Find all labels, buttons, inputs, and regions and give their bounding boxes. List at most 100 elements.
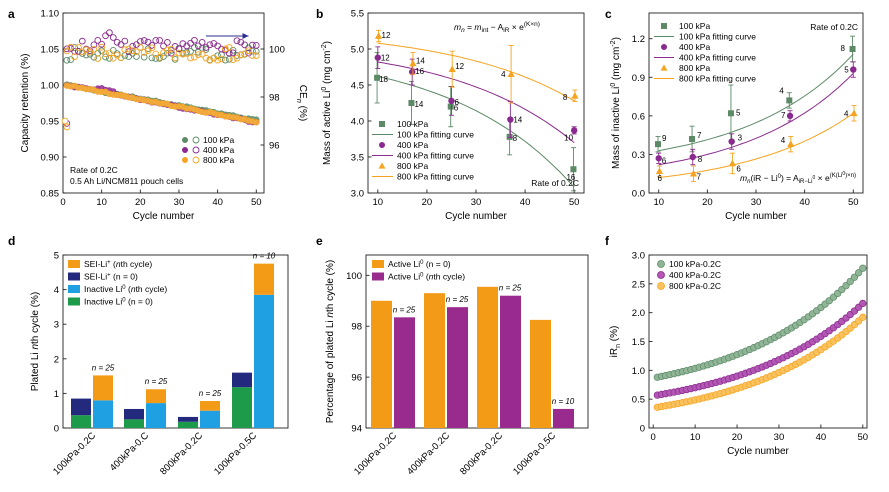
panel-c-legend-label: 800 kPa fitting curve xyxy=(679,74,756,84)
panel-a-ce-point xyxy=(98,43,106,51)
panel-c-equation: mn(iR − Li0) = AiR−Li0 × e(K(Li0)×n) xyxy=(740,171,856,185)
panel-a-ce-point xyxy=(194,48,202,56)
panel-c-y-tick-label: 1.2 xyxy=(632,34,645,45)
panel-c-fit-curve xyxy=(658,73,854,166)
panel-a-legend-hollow xyxy=(192,156,200,164)
panel-a-ce-point xyxy=(167,49,175,57)
panel-a-ce-point xyxy=(221,45,229,53)
panel-d-label: d xyxy=(8,234,15,248)
panel-e-bar xyxy=(477,286,498,428)
panel-d-n-label: n = 10 xyxy=(253,252,276,261)
panel-b-point-label: 6 xyxy=(454,98,459,107)
panel-d-bar-segment xyxy=(200,401,220,411)
panel-a-ce-point xyxy=(225,44,233,51)
panel-b-point-label: 12 xyxy=(381,54,390,63)
panel-a-ce-point xyxy=(144,38,152,46)
panel-a-ce-point xyxy=(175,45,183,53)
panel-f-y-tick-label: 0.5 xyxy=(632,395,645,406)
panel-c-point-label: 7 xyxy=(697,173,702,182)
panel-f-y-tick-label: 2.5 xyxy=(632,279,645,290)
panel-b-point xyxy=(570,166,577,173)
panel-f-point xyxy=(859,313,867,321)
panel-a-y2-tick-label: 100 xyxy=(269,45,285,56)
panel-c-point-label: 3 xyxy=(738,134,743,143)
panel-c-x-tick-label: 50 xyxy=(848,197,859,208)
panel-a-ce-point xyxy=(156,37,163,44)
panel-a-capacity-first xyxy=(61,117,69,125)
panel-a-x-tick-label: 0 xyxy=(60,197,65,208)
panel-e-bar xyxy=(553,408,574,428)
panel-e-legend-label: Active Li0 (nth cycle) xyxy=(388,272,465,282)
panel-c-point-label: 7 xyxy=(781,111,786,120)
panel-f-y-tick-label: 0 xyxy=(640,424,645,435)
panel-c-point-label: 6 xyxy=(662,156,667,165)
panel-a-ce-point xyxy=(136,38,144,45)
panel-c-legend-marker xyxy=(661,44,667,50)
panel-d-bar-segment xyxy=(93,400,113,428)
panel-a-ce-point xyxy=(167,45,175,53)
panel-a-ce-point xyxy=(202,54,210,62)
panel-a-ce-point xyxy=(210,54,218,62)
panel-b-y-tick-label: 3.0 xyxy=(351,189,364,200)
panel-a-ce-point xyxy=(102,32,109,40)
panel-c-y-tick-label: 0.9 xyxy=(632,73,645,84)
panel-c-point-label: 4 xyxy=(779,86,784,95)
panel-b-fit-curve xyxy=(377,61,575,143)
panel-a-ce-point xyxy=(109,54,117,62)
panel-a-ce-point xyxy=(229,56,237,63)
panel-d-category-label: 400kPa-0.C xyxy=(108,430,151,473)
panel-c-point-label: 8 xyxy=(698,155,703,164)
panel-a-ce-point xyxy=(152,50,160,58)
panel-a-ce-point xyxy=(214,56,221,64)
panel-a-ce-point xyxy=(233,37,241,45)
panel-d-bar-segment xyxy=(254,294,274,428)
panel-f-point xyxy=(850,273,859,281)
panel-c-point xyxy=(689,153,696,161)
panel-a-ce-point xyxy=(187,48,194,55)
panel-a-ce-point xyxy=(194,42,202,50)
panel-a-ce-point xyxy=(252,41,260,49)
panel-a-ce-point xyxy=(117,41,125,48)
panel-a-ce-point xyxy=(206,57,214,64)
panel-f-ylabel: iRn (%) xyxy=(609,326,622,358)
panel-d-bar-segment xyxy=(178,421,198,428)
panel-b-point xyxy=(507,70,515,77)
panel-a-ce-point xyxy=(198,50,206,58)
panel-e-y-tick-label: 96 xyxy=(351,373,362,384)
panel-a-ce-point xyxy=(175,49,183,57)
panel-a-ce-point xyxy=(140,53,148,61)
panel-a-ce-point xyxy=(245,47,252,55)
panel-c-point xyxy=(655,155,662,162)
panel-f-y-tick-label: 1.5 xyxy=(632,337,645,348)
panel-c-point xyxy=(850,66,857,73)
panel-a-ce-point xyxy=(252,52,260,59)
panel-e-bar xyxy=(371,300,392,428)
panel-c-point-label: 9 xyxy=(662,134,667,143)
panel-d-legend-label: SEI-Li+ (nth cycle) xyxy=(84,259,152,269)
panel-b-x-tick-label: 10 xyxy=(373,197,384,208)
panel-c-point xyxy=(728,159,737,167)
panel-d-bar-segment xyxy=(178,416,198,422)
panel-e-category-label: 100kPa-0.2C xyxy=(352,430,399,477)
panel-a-ce-point xyxy=(75,48,82,55)
panel-a-legend-label: 100 kPa xyxy=(203,135,234,145)
panel-b-y-tick-label: 5.0 xyxy=(351,45,364,56)
panel-a-ce-point xyxy=(102,50,109,58)
panel-c-fit-curve xyxy=(658,53,854,152)
panel-a-y2-tick-label: 96 xyxy=(269,141,280,152)
panel-b-point xyxy=(447,103,454,110)
panel-b-point-label: 16 xyxy=(566,173,575,182)
panel-a-ce-point xyxy=(218,45,225,53)
panel-e-bar xyxy=(424,293,445,428)
panel-d-plated-li-bars: d 0 1 2 3 4 5 Plated Li nth cycle (%) n = 25 100… xyxy=(8,234,289,477)
panel-f-point xyxy=(859,299,867,308)
panel-f-x-tick-label: 40 xyxy=(816,432,827,443)
panel-c-xlabel: Cycle number xyxy=(725,211,787,222)
panel-b-point-label: 8 xyxy=(563,93,568,102)
panel-a-ce-point xyxy=(102,53,109,61)
panel-a-ce-point xyxy=(75,44,82,51)
panel-a-ce-point xyxy=(160,42,167,50)
panel-a-y-tick-label: 1.10 xyxy=(41,9,60,20)
panel-e-legend-label: Active Li0 (n = 0) xyxy=(388,259,451,269)
panel-d-y-tick-label: 5 xyxy=(54,251,59,262)
